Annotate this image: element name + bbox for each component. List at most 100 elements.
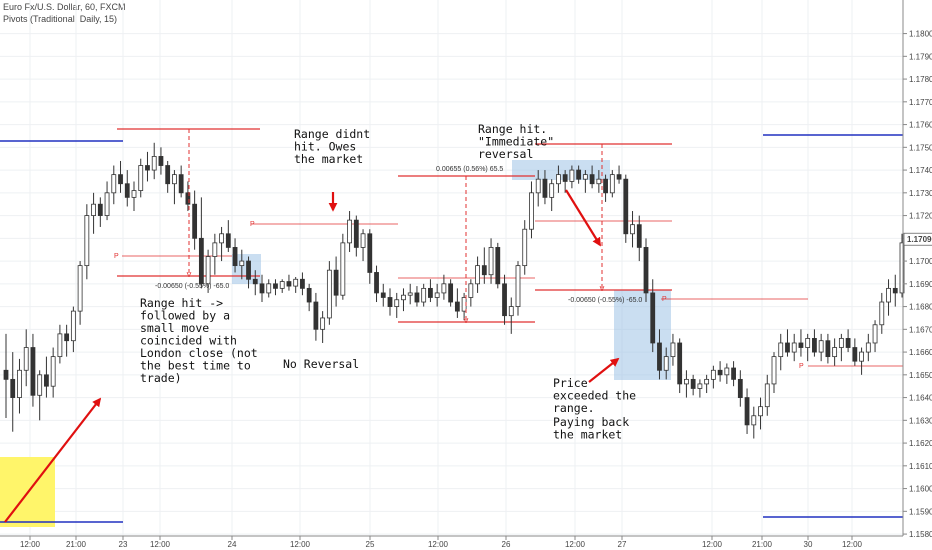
candle-down xyxy=(313,301,319,330)
candle-up xyxy=(751,415,757,426)
candle-up xyxy=(791,342,797,353)
indicator-label: Pivots (Traditional, Daily, 15) xyxy=(3,14,118,24)
candle-down xyxy=(30,347,36,396)
candle-down xyxy=(798,342,804,348)
x-axis: 12:00 21:00 23 12:00 24 12:00 25 12:00 26 12:00 27… xyxy=(0,535,903,549)
last-price-tag xyxy=(903,232,932,246)
candle-down xyxy=(603,178,608,194)
candle-up xyxy=(279,281,285,289)
y-tick-label: 1.16400 xyxy=(909,394,932,403)
range-box-2 xyxy=(512,160,610,180)
candle-down xyxy=(448,283,454,303)
candle-up xyxy=(394,299,400,307)
candle-up xyxy=(266,283,272,294)
candle-up xyxy=(340,242,346,296)
y-axis: 1.18000 1.17900 1.17800 1.17700 1.17600 1.175… xyxy=(902,0,932,539)
annotation-a4: Range hit. xyxy=(478,122,547,136)
y-tick-label: 1.17500 xyxy=(909,143,932,152)
annotation-a2: No Reversal xyxy=(283,357,359,371)
red-arrow xyxy=(4,397,102,523)
candle-down xyxy=(616,174,622,180)
candle-up xyxy=(212,242,218,257)
candle-down xyxy=(589,174,595,185)
candle-down xyxy=(252,278,258,285)
candle-down xyxy=(852,347,858,362)
y-tick-label: 1.16700 xyxy=(909,325,932,334)
candle-down xyxy=(97,203,103,216)
x-tick-label: 12:00 xyxy=(842,540,863,549)
candle-down xyxy=(246,260,251,280)
candle-up xyxy=(724,367,730,376)
y-tick-label: 1.17900 xyxy=(909,52,932,61)
x-tick-label: 12:00 xyxy=(565,540,586,549)
annotation-a1: coincided with xyxy=(140,334,237,348)
annotation-a1: small move xyxy=(140,321,209,335)
candle-down xyxy=(178,174,184,194)
candle-down xyxy=(232,247,238,267)
candle-down xyxy=(64,333,70,342)
candle-up xyxy=(239,260,245,267)
candle-up xyxy=(764,383,770,408)
candle-up xyxy=(522,228,528,267)
measure-label: -0.00650 (-0.55%) -65.0 xyxy=(568,297,642,304)
candle-up xyxy=(556,174,561,185)
x-tick-label: 24 xyxy=(228,540,237,549)
candle-down xyxy=(731,367,736,380)
y-tick-label: 1.17800 xyxy=(909,75,932,84)
annotation-a1: London close (not xyxy=(140,346,258,360)
candle-up xyxy=(50,356,56,387)
pivot-lines: P P P P xyxy=(0,128,903,523)
x-tick-label: 23 xyxy=(119,540,128,549)
candle-down xyxy=(785,342,790,353)
candle-up xyxy=(421,287,427,303)
candle-up xyxy=(347,219,352,244)
candle-down xyxy=(677,342,683,385)
candle-up xyxy=(104,192,110,216)
overlays xyxy=(4,129,620,523)
candle-up xyxy=(879,301,885,326)
candle-down xyxy=(3,369,9,380)
annotation-a3: hit. Owes xyxy=(294,140,356,154)
annotation-a6: Paying back xyxy=(553,415,629,429)
candle-up xyxy=(488,247,494,276)
candle-down xyxy=(333,269,339,296)
y-tick-label: 1.16200 xyxy=(909,439,932,448)
candle-down xyxy=(185,192,191,205)
candle-up xyxy=(630,224,635,235)
candle-down xyxy=(892,287,898,294)
candle-down xyxy=(124,183,130,198)
annotations: -0.00650 (-0.55%) -65.0 0.00655 (0.56%) 6… xyxy=(140,122,642,442)
candle-down xyxy=(495,247,501,285)
pivot-label: P xyxy=(250,221,255,228)
annotation-a1: the best time to xyxy=(140,359,251,373)
candle-down xyxy=(353,219,359,248)
y-tick-label: 1.16000 xyxy=(909,485,932,494)
candle-up xyxy=(23,347,29,371)
y-tick-label: 1.16100 xyxy=(909,462,932,471)
candle-down xyxy=(576,169,582,180)
candle-up xyxy=(138,165,144,191)
measure-label: 0.00655 (0.56%) 65.5 xyxy=(436,166,503,173)
candle-up xyxy=(704,378,710,385)
candle-up xyxy=(710,369,716,380)
candle-up xyxy=(899,242,905,294)
candle-up xyxy=(401,294,406,301)
candle-down xyxy=(380,292,386,298)
candle-down xyxy=(657,342,662,371)
y-tick-label: 1.16900 xyxy=(909,280,932,289)
x-tick-label: 21:00 xyxy=(66,540,87,549)
candle-up xyxy=(872,324,878,344)
x-tick-label: 27 xyxy=(618,540,627,549)
candle-down xyxy=(192,203,198,239)
annotation-a5: range. xyxy=(553,401,595,415)
candle-down xyxy=(845,338,851,348)
y-tick-label: 1.16600 xyxy=(909,348,932,357)
candle-up xyxy=(475,265,480,285)
x-tick-label: 12:00 xyxy=(290,540,311,549)
candle-up xyxy=(684,378,689,385)
candle-up xyxy=(758,406,763,417)
candle-down xyxy=(306,287,312,303)
candle-down xyxy=(562,174,568,182)
pivot-label: P xyxy=(662,296,667,303)
